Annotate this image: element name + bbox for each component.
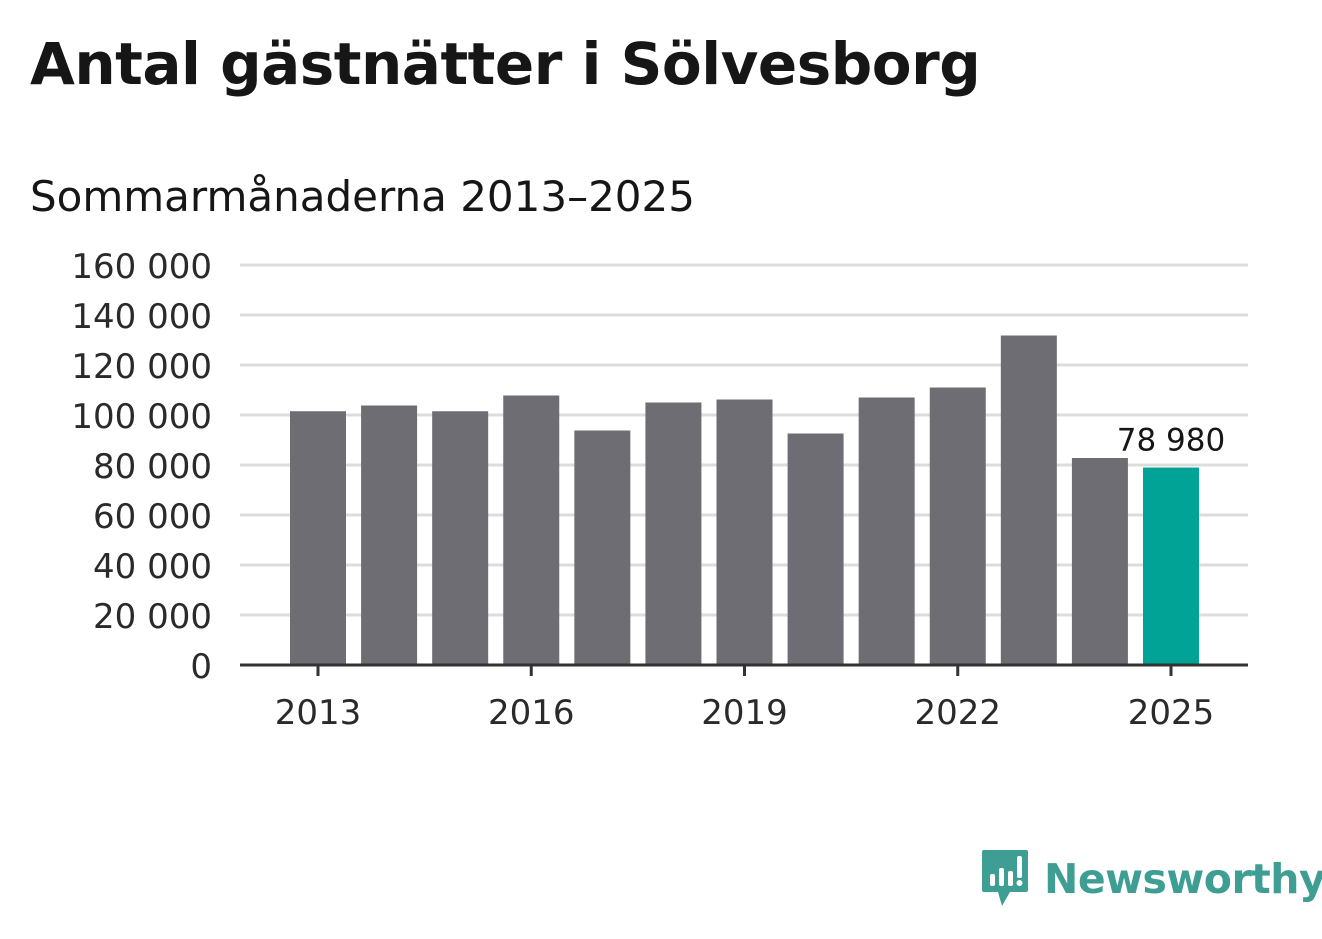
bar-2025	[1143, 467, 1199, 665]
bar-2013	[290, 411, 346, 665]
data-label-2025: 78 980	[1117, 423, 1225, 459]
chart-title: Antal gästnätter i Sölvesborg	[30, 30, 981, 98]
y-tick-label: 40 000	[93, 547, 212, 587]
brand-name: Newsworthy	[1044, 855, 1322, 903]
bar-2016	[503, 395, 560, 665]
y-tick-label: 160 000	[71, 247, 212, 287]
y-tick-label: 20 000	[93, 597, 212, 637]
bar-2023	[1000, 335, 1057, 665]
bar-2020	[787, 433, 844, 665]
bar-2015	[432, 411, 489, 665]
bar-2017	[574, 430, 631, 665]
x-tick-label: 2013	[275, 693, 362, 733]
bar-2022	[929, 387, 986, 665]
bar-2018	[645, 402, 702, 665]
y-tick-label: 100 000	[71, 397, 212, 437]
x-tick-label: 2025	[1128, 693, 1215, 733]
y-tick-label: 80 000	[93, 447, 212, 487]
bar-2021	[858, 397, 915, 665]
bar-2014	[361, 405, 418, 665]
y-tick-label: 60 000	[93, 497, 212, 537]
newsworthy-logo-icon	[982, 850, 1028, 906]
x-tick-label: 2022	[914, 693, 1001, 733]
bar-2024	[1071, 458, 1128, 665]
x-tick-label: 2016	[488, 693, 575, 733]
brand-logo: Newsworthy	[980, 848, 1322, 910]
chart-subtitle: Sommarmånaderna 2013–2025	[30, 172, 695, 221]
y-tick-label: 120 000	[71, 347, 212, 387]
y-tick-label: 0	[190, 647, 212, 687]
x-tick-label: 2019	[701, 693, 788, 733]
bar-2019	[716, 399, 773, 665]
y-tick-label: 140 000	[71, 297, 212, 337]
